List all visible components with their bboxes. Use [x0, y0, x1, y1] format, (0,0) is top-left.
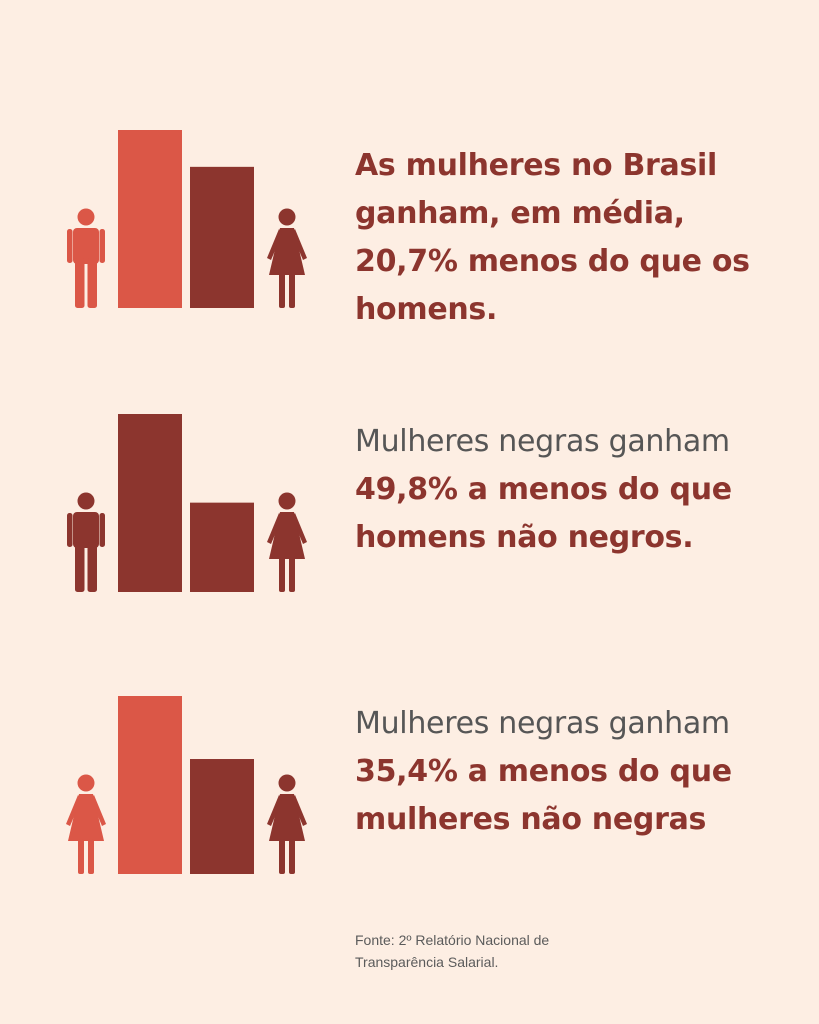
comparison-row-2: Mulheres negras ganham 49,8% a menos do … [0, 412, 819, 602]
bar-man-1 [118, 414, 182, 592]
chart-1 [67, 130, 307, 308]
comparison-row-1: As mulheres no Brasil ganham, em média, … [0, 128, 819, 327]
man-icon [67, 208, 105, 308]
bar-woman-2 [190, 502, 254, 592]
woman-icon [267, 492, 307, 592]
woman-icon [66, 774, 106, 874]
statement-1: As mulheres no Brasil ganham, em média, … [355, 142, 795, 334]
bar-woman-2 [190, 759, 254, 874]
woman-icon [267, 208, 307, 308]
statement-3-bold: 35,4% a menos do que mulheres não negras [355, 754, 732, 837]
chart-2 [67, 414, 307, 592]
statement-2: Mulheres negras ganham 49,8% a menos do … [355, 418, 795, 562]
chart-3 [66, 696, 307, 874]
statement-2-normal: Mulheres negras ganham [355, 424, 730, 459]
man-icon [67, 492, 105, 592]
statement-1-bold: As mulheres no Brasil ganham, em média, … [355, 148, 750, 327]
source-note: Fonte: 2º Relatório Nacional de Transpar… [355, 932, 550, 970]
bar-man-1 [118, 130, 182, 308]
statement-3-normal: Mulheres negras ganham [355, 706, 730, 741]
statement-3: Mulheres negras ganham 35,4% a menos do … [355, 700, 795, 844]
statement-2-bold: 49,8% a menos do que homens não negros. [355, 472, 732, 555]
bar-woman-1 [118, 696, 182, 874]
bar-woman-2 [190, 166, 254, 308]
woman-icon [267, 774, 307, 874]
comparison-row-3: Mulheres negras ganham 35,4% a menos do … [0, 694, 819, 884]
